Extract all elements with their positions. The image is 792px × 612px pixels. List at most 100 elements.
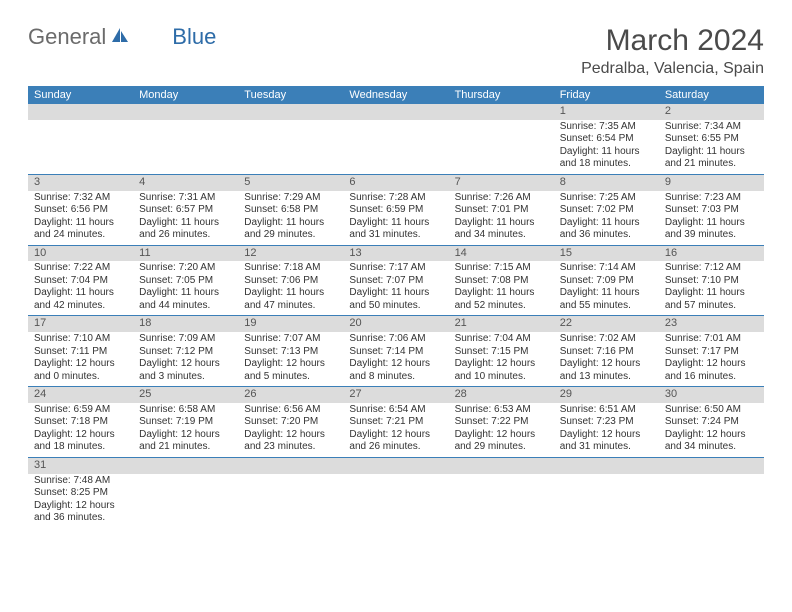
day-header: Saturday: [659, 86, 764, 104]
day-cell: 18Sunrise: 7:09 AMSunset: 7:12 PMDayligh…: [133, 316, 238, 387]
sunset-text: Sunset: 6:55 PM: [665, 133, 758, 146]
daylight-text: Daylight: 11 hours and 44 minutes.: [139, 287, 232, 312]
day-cell: 31Sunrise: 7:48 AMSunset: 8:25 PMDayligh…: [28, 457, 133, 527]
sunrise-text: Sunrise: 6:51 AM: [560, 404, 653, 417]
day-cell: [238, 104, 343, 174]
sunset-text: Sunset: 6:54 PM: [560, 133, 653, 146]
brand-logo: General Blue: [28, 24, 216, 50]
day-cell: 22Sunrise: 7:02 AMSunset: 7:16 PMDayligh…: [554, 316, 659, 387]
day-number: 20: [343, 316, 448, 332]
day-header: Thursday: [449, 86, 554, 104]
sunset-text: Sunset: 7:01 PM: [455, 204, 548, 217]
day-cell: [133, 104, 238, 174]
daylight-text: Daylight: 12 hours and 0 minutes.: [34, 358, 127, 383]
day-number: 16: [659, 246, 764, 262]
day-number: 31: [28, 458, 133, 474]
day-number: [238, 104, 343, 120]
daylight-text: Daylight: 12 hours and 21 minutes.: [139, 429, 232, 454]
sunset-text: Sunset: 7:16 PM: [560, 346, 653, 359]
day-data: Sunrise: 7:07 AMSunset: 7:13 PMDaylight:…: [238, 332, 343, 386]
sunrise-text: Sunrise: 7:26 AM: [455, 192, 548, 205]
day-data: [554, 474, 659, 491]
sunset-text: Sunset: 7:22 PM: [455, 416, 548, 429]
daylight-text: Daylight: 11 hours and 31 minutes.: [349, 217, 442, 242]
day-data: Sunrise: 7:25 AMSunset: 7:02 PMDaylight:…: [554, 191, 659, 245]
daylight-text: Daylight: 11 hours and 24 minutes.: [34, 217, 127, 242]
calendar-table: SundayMondayTuesdayWednesdayThursdayFrid…: [28, 86, 764, 528]
daylight-text: Daylight: 11 hours and 55 minutes.: [560, 287, 653, 312]
day-data: [659, 474, 764, 491]
day-data: Sunrise: 7:23 AMSunset: 7:03 PMDaylight:…: [659, 191, 764, 245]
week-row: 17Sunrise: 7:10 AMSunset: 7:11 PMDayligh…: [28, 316, 764, 387]
sunset-text: Sunset: 7:06 PM: [244, 275, 337, 288]
day-data: Sunrise: 6:53 AMSunset: 7:22 PMDaylight:…: [449, 403, 554, 457]
day-cell: 21Sunrise: 7:04 AMSunset: 7:15 PMDayligh…: [449, 316, 554, 387]
day-cell: 23Sunrise: 7:01 AMSunset: 7:17 PMDayligh…: [659, 316, 764, 387]
sunrise-text: Sunrise: 7:07 AM: [244, 333, 337, 346]
day-number: 8: [554, 175, 659, 191]
sunrise-text: Sunrise: 7:34 AM: [665, 121, 758, 134]
daylight-text: Daylight: 12 hours and 29 minutes.: [455, 429, 548, 454]
day-number: [343, 104, 448, 120]
day-data: Sunrise: 7:15 AMSunset: 7:08 PMDaylight:…: [449, 261, 554, 315]
sunset-text: Sunset: 6:57 PM: [139, 204, 232, 217]
day-cell: 7Sunrise: 7:26 AMSunset: 7:01 PMDaylight…: [449, 174, 554, 245]
day-cell: 29Sunrise: 6:51 AMSunset: 7:23 PMDayligh…: [554, 387, 659, 458]
sunrise-text: Sunrise: 6:50 AM: [665, 404, 758, 417]
location-label: Pedralba, Valencia, Spain: [581, 60, 764, 78]
day-header: Friday: [554, 86, 659, 104]
sunset-text: Sunset: 7:08 PM: [455, 275, 548, 288]
daylight-text: Daylight: 11 hours and 57 minutes.: [665, 287, 758, 312]
day-number: 22: [554, 316, 659, 332]
day-data: Sunrise: 7:17 AMSunset: 7:07 PMDaylight:…: [343, 261, 448, 315]
day-cell: 11Sunrise: 7:20 AMSunset: 7:05 PMDayligh…: [133, 245, 238, 316]
daylight-text: Daylight: 11 hours and 39 minutes.: [665, 217, 758, 242]
day-cell: 25Sunrise: 6:58 AMSunset: 7:19 PMDayligh…: [133, 387, 238, 458]
day-cell: 16Sunrise: 7:12 AMSunset: 7:10 PMDayligh…: [659, 245, 764, 316]
daylight-text: Daylight: 12 hours and 31 minutes.: [560, 429, 653, 454]
daylight-text: Daylight: 11 hours and 26 minutes.: [139, 217, 232, 242]
sunrise-text: Sunrise: 7:12 AM: [665, 262, 758, 275]
sunset-text: Sunset: 6:56 PM: [34, 204, 127, 217]
day-data: Sunrise: 6:54 AMSunset: 7:21 PMDaylight:…: [343, 403, 448, 457]
day-cell: [554, 457, 659, 527]
daylight-text: Daylight: 11 hours and 42 minutes.: [34, 287, 127, 312]
sail-icon: [110, 24, 130, 50]
day-cell: 20Sunrise: 7:06 AMSunset: 7:14 PMDayligh…: [343, 316, 448, 387]
day-number: 19: [238, 316, 343, 332]
daylight-text: Daylight: 12 hours and 3 minutes.: [139, 358, 232, 383]
day-number: 1: [554, 104, 659, 120]
day-cell: 24Sunrise: 6:59 AMSunset: 7:18 PMDayligh…: [28, 387, 133, 458]
day-data: Sunrise: 7:20 AMSunset: 7:05 PMDaylight:…: [133, 261, 238, 315]
sunrise-text: Sunrise: 7:01 AM: [665, 333, 758, 346]
day-data: Sunrise: 7:34 AMSunset: 6:55 PMDaylight:…: [659, 120, 764, 174]
day-number: [133, 458, 238, 474]
sunrise-text: Sunrise: 7:02 AM: [560, 333, 653, 346]
day-number: 28: [449, 387, 554, 403]
sunset-text: Sunset: 7:12 PM: [139, 346, 232, 359]
sunset-text: Sunset: 7:11 PM: [34, 346, 127, 359]
day-data: [238, 474, 343, 491]
day-cell: [449, 104, 554, 174]
sunrise-text: Sunrise: 6:56 AM: [244, 404, 337, 417]
sunset-text: Sunset: 7:20 PM: [244, 416, 337, 429]
week-row: 3Sunrise: 7:32 AMSunset: 6:56 PMDaylight…: [28, 174, 764, 245]
sunrise-text: Sunrise: 7:48 AM: [34, 475, 127, 488]
page-header: General Blue March 2024 Pedralba, Valenc…: [28, 24, 764, 78]
sunrise-text: Sunrise: 7:22 AM: [34, 262, 127, 275]
day-data: Sunrise: 7:10 AMSunset: 7:11 PMDaylight:…: [28, 332, 133, 386]
day-header: Monday: [133, 86, 238, 104]
sunrise-text: Sunrise: 7:17 AM: [349, 262, 442, 275]
day-header: Sunday: [28, 86, 133, 104]
day-header-row: SundayMondayTuesdayWednesdayThursdayFrid…: [28, 86, 764, 104]
day-cell: [449, 457, 554, 527]
day-data: Sunrise: 7:28 AMSunset: 6:59 PMDaylight:…: [343, 191, 448, 245]
day-data: Sunrise: 7:12 AMSunset: 7:10 PMDaylight:…: [659, 261, 764, 315]
day-header: Wednesday: [343, 86, 448, 104]
sunset-text: Sunset: 7:24 PM: [665, 416, 758, 429]
day-data: Sunrise: 6:59 AMSunset: 7:18 PMDaylight:…: [28, 403, 133, 457]
day-data: Sunrise: 7:02 AMSunset: 7:16 PMDaylight:…: [554, 332, 659, 386]
day-cell: [343, 457, 448, 527]
sunset-text: Sunset: 7:18 PM: [34, 416, 127, 429]
day-header: Tuesday: [238, 86, 343, 104]
